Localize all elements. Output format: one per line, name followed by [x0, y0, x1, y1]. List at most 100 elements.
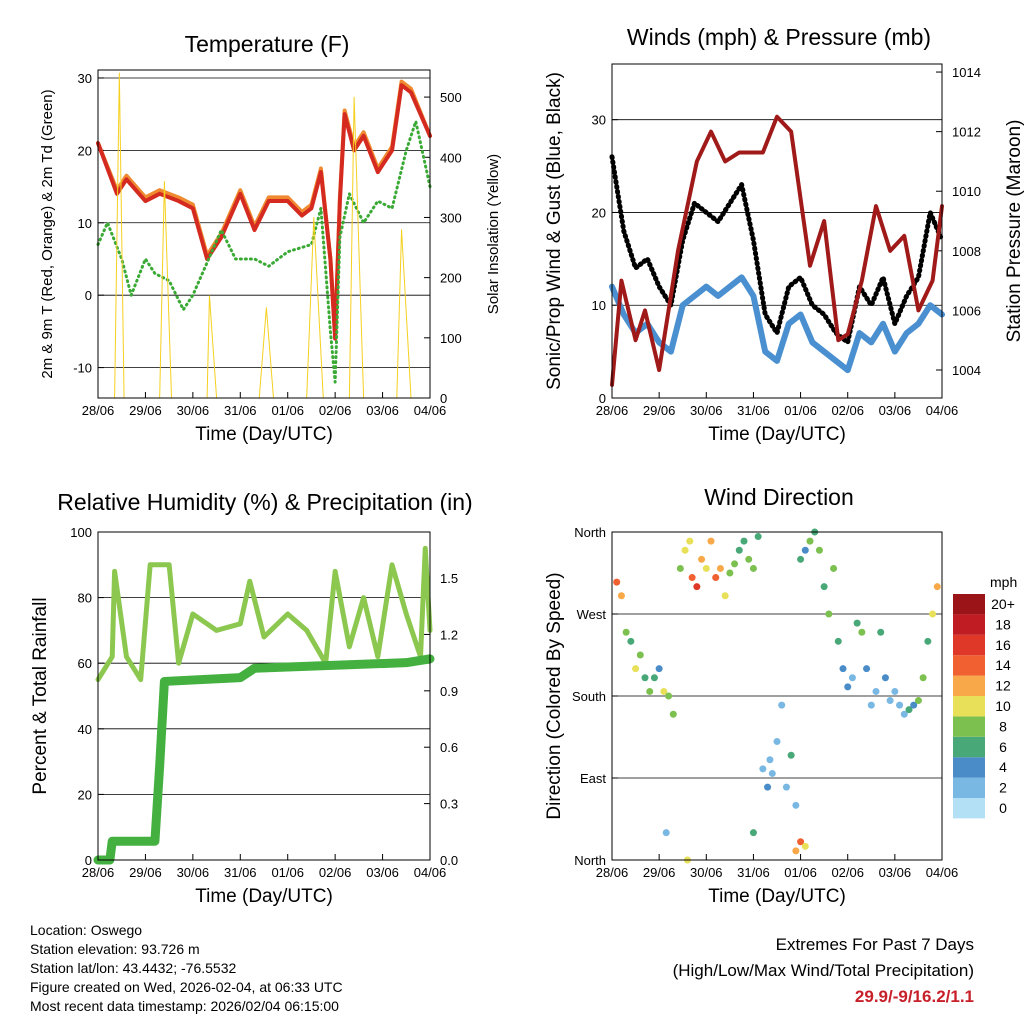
wind-direction-point — [721, 592, 729, 600]
wind-direction-point — [636, 651, 644, 659]
wind-direction-point — [735, 546, 743, 554]
wind-direction-point — [759, 765, 767, 773]
location-text: Location: Oswego — [30, 922, 143, 938]
x-tick-label: 28/06 — [82, 403, 115, 418]
wind-direction-point — [646, 687, 654, 695]
wind-direction-point — [676, 564, 684, 572]
y2-tick-label: 1.5 — [440, 571, 458, 586]
elevation-text: Station elevation: 93.726 m — [30, 941, 200, 957]
x-tick-label: 30/06 — [690, 865, 723, 880]
legend-swatch — [953, 736, 985, 758]
y2-tick-label: 1004 — [952, 363, 981, 378]
y-tick-label: 10 — [78, 216, 92, 231]
x-tick-label: 31/06 — [224, 865, 257, 880]
wind-direction-point — [839, 665, 847, 673]
y-tick-label: -10 — [73, 361, 92, 376]
y-tick-label: North — [574, 853, 606, 868]
y2-axis-label: Solar Insolation (Yellow) — [485, 154, 502, 314]
wind-direction-point — [933, 583, 941, 591]
x-tick-label: 03/06 — [366, 403, 399, 418]
series-gust — [609, 154, 945, 345]
y2-axis-label: Station Pressure (Maroon) — [1004, 120, 1024, 343]
legend-label: 0 — [999, 800, 1007, 816]
wind-direction-point — [754, 533, 762, 541]
wind-direction-point — [681, 546, 689, 554]
y2-tick-label: 400 — [440, 150, 462, 165]
wind-direction-point — [787, 751, 795, 759]
wind-direction-point — [662, 829, 670, 837]
wind-direction-point — [716, 564, 724, 572]
y-tick-label: 0 — [85, 853, 92, 868]
wind-direction-point — [669, 710, 677, 718]
series-total-precipitation — [93, 654, 435, 865]
station-info: Location: Oswego Station elevation: 93.7… — [30, 921, 343, 1016]
x-axis-label: Time (Day/UTC) — [195, 886, 333, 907]
legend-label: 14 — [995, 657, 1011, 673]
x-tick-label: 30/06 — [177, 865, 210, 880]
x-tick-label: 03/06 — [879, 865, 912, 880]
y2-tick-label: 0 — [440, 391, 447, 406]
y-tick-label: 20 — [78, 787, 92, 802]
wind-direction-point — [665, 692, 673, 700]
legend-label: 4 — [999, 759, 1007, 775]
wind-direction-point — [745, 555, 753, 563]
y-axis-label: Sonic/Prop Wind & Gust (Blue, Black) — [544, 72, 565, 390]
wind-direction-point — [726, 569, 734, 577]
series-2m-t — [96, 83, 432, 341]
x-tick-label: 01/06 — [271, 865, 304, 880]
y-tick-label: 10 — [592, 298, 606, 313]
x-tick-label: 28/06 — [596, 865, 629, 880]
x-tick-label: 29/06 — [643, 403, 676, 418]
plot-frame — [97, 531, 431, 861]
chart-panel-4: Wind DirectionNorthEastSouthWestNorth28/… — [544, 484, 1017, 907]
x-tick-label: 29/06 — [129, 865, 162, 880]
legend-label: 6 — [999, 739, 1007, 755]
chart-panel-3: Relative Humidity (%) & Precipitation (i… — [30, 489, 473, 907]
y2-tick-label: 0.9 — [440, 684, 458, 699]
wind-direction-point — [886, 697, 894, 705]
x-tick-label: 28/06 — [596, 403, 629, 418]
wind-direction-point — [655, 665, 663, 673]
wind-direction-point — [929, 610, 937, 618]
wind-direction-point — [622, 628, 630, 636]
wind-direction-point — [820, 583, 828, 591]
wind-direction-point — [613, 578, 621, 586]
x-tick-label: 29/06 — [129, 403, 162, 418]
wind-direction-point — [924, 637, 932, 645]
speed-legend: mph 0 2 4 6 8 10 12 14 16 18 20+ — [953, 574, 1017, 819]
wind-direction-point — [815, 546, 823, 554]
series-solar-insolation — [97, 72, 431, 399]
legend-label: 8 — [999, 718, 1007, 734]
wind-direction-point — [797, 555, 805, 563]
y2-tick-label: 300 — [440, 210, 462, 225]
chart-panel-1: Temperature (F)-100102030010020030040050… — [39, 31, 502, 445]
y-tick-label: 80 — [78, 591, 92, 606]
extremes-box: Extremes For Past 7 Days (High/Low/Max W… — [673, 932, 974, 1010]
wind-direction-point — [910, 701, 918, 709]
legend-label: 2 — [999, 780, 1007, 796]
x-tick-label: 04/06 — [926, 865, 959, 880]
wind-direction-point — [801, 546, 809, 554]
x-tick-label: 04/06 — [414, 865, 447, 880]
y-tick-label: 60 — [78, 656, 92, 671]
wind-direction-point — [660, 687, 668, 695]
wind-direction-point — [773, 738, 781, 746]
y-tick-label: 0 — [85, 288, 92, 303]
wind-direction-point — [766, 756, 774, 764]
chart-title: Relative Humidity (%) & Precipitation (i… — [57, 489, 472, 515]
x-tick-label: 30/06 — [177, 403, 210, 418]
y2-tick-label: 1006 — [952, 303, 981, 318]
wind-direction-point — [641, 674, 649, 682]
created-text: Figure created on Wed, 2026-02-04, at 06… — [30, 979, 343, 995]
y-tick-label: East — [580, 771, 606, 786]
wind-direction-point — [792, 801, 800, 809]
plot-frame — [97, 69, 431, 399]
wind-direction-point — [797, 838, 805, 846]
legend-swatch — [953, 655, 985, 676]
y-tick-label: South — [572, 689, 606, 704]
wind-direction-point — [702, 564, 710, 572]
x-tick-label: 02/06 — [831, 403, 864, 418]
y2-tick-label: 0.0 — [440, 853, 458, 868]
x-tick-label: 31/06 — [737, 403, 770, 418]
legend-swatch — [953, 634, 985, 656]
